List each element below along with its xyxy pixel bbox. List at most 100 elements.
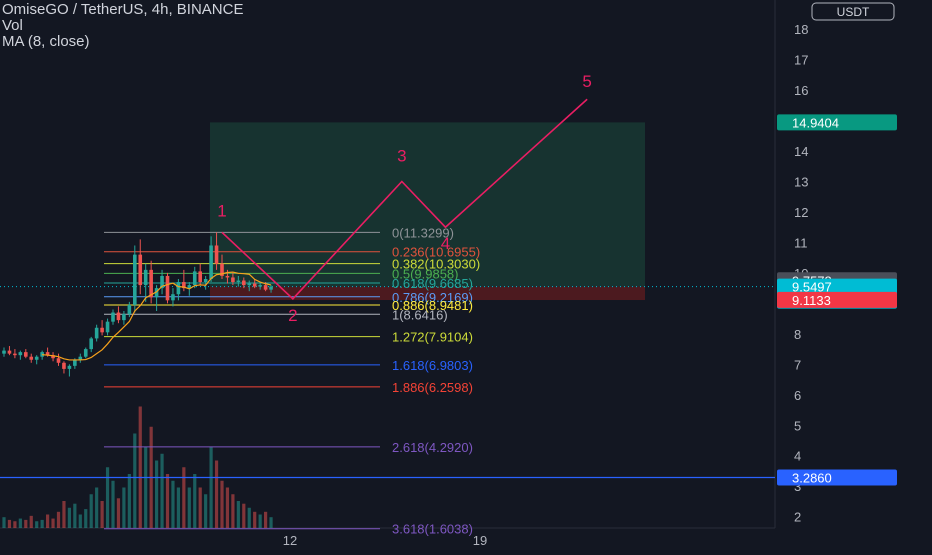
y-tick-label: 5 [794, 418, 801, 433]
candle-body[interactable] [40, 352, 44, 357]
candle-body[interactable] [242, 280, 246, 286]
fib-level-label: 0.236(10.6955) [392, 245, 480, 260]
fib-level-label: 1.886(6.2598) [392, 380, 473, 395]
y-tick-label: 2 [794, 510, 801, 525]
y-tick-label: 11 [794, 235, 808, 250]
candle-body[interactable] [105, 321, 110, 333]
ma-indicator-label[interactable]: MA (8, close) [2, 33, 90, 50]
candle-body[interactable] [214, 245, 219, 264]
candle-body[interactable] [160, 275, 164, 289]
ma-line[interactable] [42, 271, 272, 361]
volume-bar [46, 514, 50, 528]
volume-bar [84, 509, 88, 528]
candle-body[interactable] [165, 275, 170, 301]
candle-body[interactable] [225, 275, 230, 278]
elliott-wave-label: 5 [582, 72, 591, 91]
y-tick-label: 8 [794, 327, 801, 342]
candle-body[interactable] [56, 358, 61, 363]
volume-bar [89, 494, 93, 528]
candle-body[interactable] [73, 359, 77, 366]
y-tick-label: 18 [794, 22, 808, 37]
candle-body[interactable] [100, 327, 104, 333]
candle-body[interactable] [94, 327, 99, 339]
candle-body[interactable] [220, 263, 224, 276]
candle-body[interactable] [258, 285, 262, 287]
candle-body[interactable] [116, 312, 121, 321]
candle-body[interactable] [231, 277, 235, 283]
volume-bar [138, 406, 142, 528]
candle-body[interactable] [24, 352, 28, 357]
volume-bar [18, 518, 22, 528]
target-zone[interactable] [210, 122, 645, 287]
candle-body[interactable] [122, 314, 126, 321]
volume-bar [127, 474, 131, 528]
candle-body[interactable] [83, 349, 88, 357]
volume-bar [193, 474, 197, 528]
candle-body[interactable] [182, 282, 186, 289]
candle-body[interactable] [154, 288, 159, 298]
candle-body[interactable] [78, 356, 83, 360]
fib-level-label: 0.382(10.3030) [392, 257, 480, 272]
candle-body[interactable] [176, 282, 181, 295]
candle-body[interactable] [236, 280, 241, 283]
candle-body[interactable] [247, 283, 252, 286]
chart-legend: OmiseGO / TetherUS, 4h, BINANCE Vol MA (… [2, 2, 243, 50]
volume-bar [269, 517, 273, 528]
volume-indicator-label[interactable]: Vol [2, 17, 23, 34]
volume-bar [160, 453, 164, 528]
candle-body[interactable] [67, 365, 72, 369]
candle-body[interactable] [138, 254, 143, 286]
elliott-wave-label: 3 [397, 146, 406, 165]
candle-body[interactable] [89, 338, 93, 350]
x-tick-label: 19 [473, 533, 487, 548]
candle-body[interactable] [62, 362, 66, 369]
volume-bar [13, 521, 17, 528]
price-axis-label[interactable] [777, 291, 897, 308]
price-axis-label[interactable] [777, 114, 897, 131]
y-tick-label: 17 [794, 53, 808, 68]
candle-body[interactable] [198, 271, 202, 283]
fib-level-label: 0.618(9.6685) [392, 276, 473, 291]
volume-bar [2, 517, 6, 528]
candle-body[interactable] [187, 285, 192, 289]
fib-level-label: 0.886(8.9481) [392, 298, 473, 313]
volume-bar [155, 460, 159, 528]
volume-bar [78, 514, 82, 528]
elliott-wave-label: 2 [288, 306, 297, 325]
candle-body[interactable] [7, 350, 12, 354]
volume-bar [225, 487, 230, 528]
candle-body[interactable] [34, 356, 39, 360]
candle-body[interactable] [111, 312, 115, 322]
candle-body[interactable] [209, 245, 213, 279]
symbol-title[interactable]: OmiseGO / TetherUS, 4h, BINANCE [2, 1, 244, 18]
candle-body[interactable] [127, 304, 132, 315]
candle-body[interactable] [51, 355, 55, 359]
candle-body[interactable] [149, 269, 153, 298]
price-axis-label[interactable] [777, 469, 897, 486]
candle-body[interactable] [143, 269, 148, 286]
candle-body[interactable] [45, 352, 50, 356]
currency-badge[interactable] [811, 2, 895, 21]
volume-bar [144, 447, 148, 528]
candle-body[interactable] [269, 286, 273, 290]
candle-body[interactable] [203, 279, 208, 283]
candle-body[interactable] [252, 283, 257, 287]
candle-body[interactable] [133, 254, 137, 305]
volume-bar [111, 480, 115, 528]
fib-level-label: 3.618(1.6038) [392, 522, 473, 537]
price-axis-label-text: 9.5497 [792, 280, 832, 295]
candle-body[interactable] [2, 350, 6, 354]
fib-level-label: 2.618(4.2920) [392, 440, 473, 455]
candle-body[interactable] [171, 294, 175, 301]
price-axis-label-text: 3.2860 [792, 470, 832, 485]
candle-body[interactable] [29, 356, 34, 360]
currency-badge-label: USDT [837, 5, 870, 19]
elliott-wave-path[interactable] [221, 98, 588, 300]
candle-body[interactable] [13, 353, 17, 356]
candle-body[interactable] [18, 352, 23, 356]
candle-body[interactable] [263, 285, 268, 290]
candle-body[interactable] [192, 271, 197, 286]
volume-bar [176, 487, 180, 528]
